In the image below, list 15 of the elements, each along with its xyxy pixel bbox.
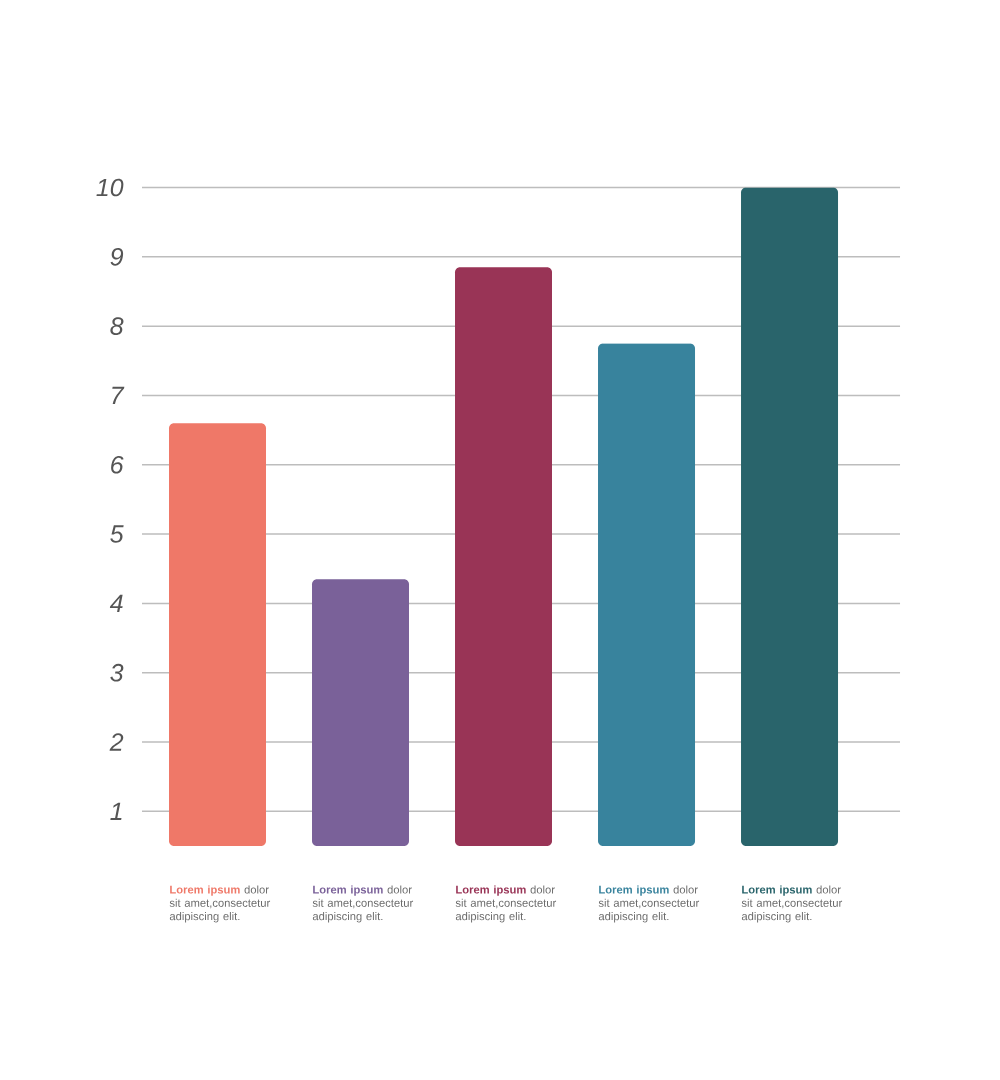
y-tick-label: 10 <box>96 178 124 197</box>
y-tick-label: 5 <box>110 525 124 543</box>
y-tick-label: 4 <box>109 594 123 612</box>
y-tick-label: 9 <box>110 247 124 266</box>
y-tick-label: 6 <box>111 455 124 474</box>
y-tick-label: 7 <box>112 386 125 405</box>
y-tick-label: 2 <box>109 733 124 751</box>
x-tick-label: Lorem ipsum dolor sit amet,consectetur adipiscing elit. <box>598 885 700 923</box>
x-tick-label: Lorem ipsum dolor sit amet,consectetur adipiscing elit. <box>169 885 271 923</box>
y-tick-label: 3 <box>110 663 124 682</box>
y-tick-label: 8 <box>110 317 124 335</box>
x-tick-label: Lorem ipsum dolor sit amet,consectetur adipiscing elit. <box>741 885 843 923</box>
x-tick-label: Lorem ipsum dolor sit amet,consectetur adipiscing elit. <box>312 885 414 923</box>
y-tick-label: 1 <box>110 802 122 820</box>
x-tick-label: Lorem ipsum dolor sit amet,consectetur adipiscing elit. <box>455 885 557 923</box>
